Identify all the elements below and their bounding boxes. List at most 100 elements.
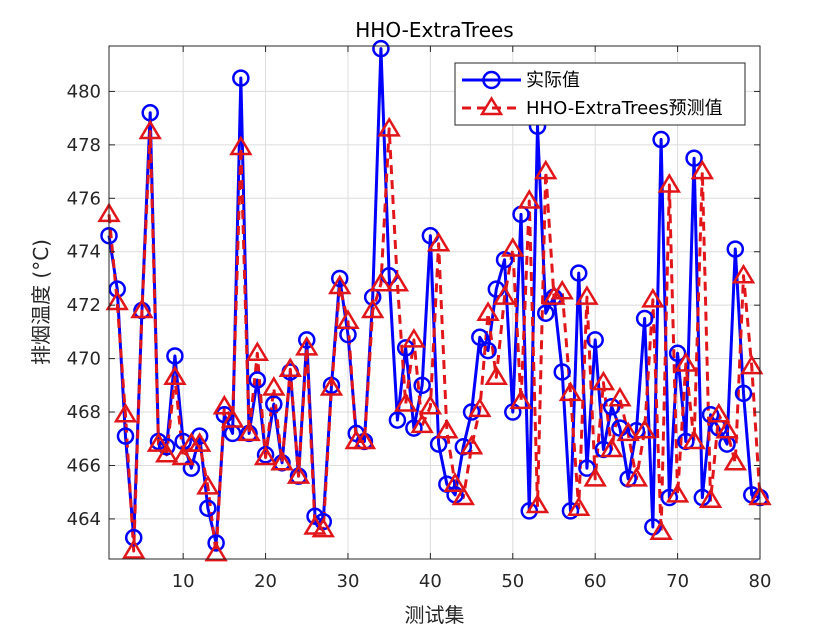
data-point-predicted	[632, 418, 657, 439]
data-point-actual	[652, 130, 670, 149]
data-point-predicted	[542, 285, 566, 305]
data-point-predicted	[418, 394, 443, 415]
data-point-predicted	[517, 189, 541, 209]
data-point-actual	[207, 534, 225, 552]
x-tick-label: 10	[172, 571, 195, 592]
data-point-actual	[166, 347, 184, 365]
y-tick-label: 466	[67, 455, 101, 476]
data-point-actual	[553, 363, 571, 381]
data-point-predicted	[715, 418, 739, 439]
data-point-predicted	[476, 301, 500, 321]
data-point-predicted	[690, 159, 715, 180]
data-point-predicted	[377, 116, 401, 137]
data-point-predicted	[534, 159, 558, 180]
data-point-predicted	[171, 445, 195, 466]
data-point-actual	[734, 384, 753, 403]
data-point-actual	[462, 403, 481, 421]
data-point-predicted	[154, 442, 179, 463]
data-point-predicted	[237, 421, 261, 442]
data-point-predicted	[361, 298, 385, 319]
data-point-predicted	[492, 285, 517, 305]
data-point-predicted	[599, 437, 624, 458]
data-point-predicted	[435, 418, 459, 439]
data-point-actual	[635, 309, 654, 328]
series-line-predicted	[107, 127, 762, 556]
data-point-predicted	[501, 237, 525, 257]
data-point-predicted	[369, 271, 393, 292]
data-point-predicted	[336, 309, 360, 329]
data-point-predicted	[328, 274, 352, 295]
data-point-actual	[298, 331, 316, 349]
x-tick-label: 50	[501, 571, 524, 592]
x-tick-label: 40	[419, 571, 442, 592]
data-point-actual	[536, 304, 555, 322]
data-point-predicted	[731, 263, 756, 284]
data-point-predicted	[229, 135, 253, 156]
data-point-predicted	[352, 429, 377, 450]
y-tick-label: 480	[67, 81, 101, 102]
legend-label-actual: 实际值	[526, 70, 580, 91]
chart-title: HHO-ExtraTrees	[355, 18, 513, 42]
data-point-predicted	[608, 386, 632, 407]
data-point-predicted	[525, 493, 550, 514]
data-point-predicted	[220, 408, 245, 428]
data-point-predicted	[484, 365, 508, 386]
data-point-predicted	[278, 357, 302, 378]
series-layer	[97, 39, 772, 562]
x-axis-title: 测试集	[405, 603, 465, 627]
data-point-predicted	[130, 298, 154, 319]
data-point-actual	[561, 502, 580, 520]
data-point-actual	[265, 395, 283, 413]
data-point-predicted	[253, 445, 278, 466]
y-tick-label: 464	[67, 509, 101, 530]
data-point-actual	[685, 149, 703, 167]
data-point-predicted	[385, 271, 410, 292]
x-tick-label: 20	[254, 571, 277, 592]
x-tick-label: 80	[749, 571, 772, 592]
data-point-predicted	[575, 285, 599, 305]
data-point-actual	[586, 331, 604, 349]
data-point-predicted	[286, 464, 311, 484]
legend-marker-circle	[482, 70, 501, 90]
data-point-predicted	[583, 466, 607, 487]
plot-frame	[108, 45, 761, 560]
x-tick-label: 30	[337, 571, 360, 592]
data-point-predicted	[443, 472, 467, 492]
data-point-predicted	[451, 485, 476, 506]
data-point-predicted	[550, 279, 574, 300]
x-tick-label: 60	[584, 571, 607, 592]
data-point-predicted	[393, 392, 418, 412]
legend-label-predicted: HHO-ExtraTrees预测值	[526, 98, 723, 119]
data-point-predicted	[196, 474, 220, 495]
legend: 实际值 HHO-ExtraTrees预测值	[454, 62, 746, 126]
legend-marker-triangle	[479, 96, 504, 116]
data-point-predicted	[723, 450, 747, 471]
data-point-predicted	[624, 466, 649, 487]
data-point-predicted	[468, 397, 492, 418]
data-point-predicted	[270, 450, 294, 471]
data-point-actual	[116, 427, 135, 445]
data-point-predicted	[641, 287, 665, 308]
data-point-predicted	[187, 432, 212, 452]
data-point-predicted	[262, 376, 286, 396]
data-point-predicted	[509, 389, 533, 410]
data-point-predicted	[591, 370, 616, 391]
data-point-actual	[602, 397, 621, 416]
y-tick-label: 474	[67, 242, 101, 263]
y-tick-label: 476	[67, 188, 101, 209]
y-tick-label: 472	[67, 295, 101, 316]
data-point-predicted	[105, 290, 129, 311]
data-point-actual	[660, 488, 679, 507]
data-point-actual	[372, 39, 390, 58]
data-point-actual	[405, 419, 423, 437]
data-point-predicted	[402, 327, 426, 348]
data-point-actual	[199, 499, 217, 517]
data-point-actual	[157, 438, 176, 456]
data-point-predicted	[113, 402, 138, 423]
data-point-actual	[569, 264, 588, 282]
data-point-predicted	[138, 119, 162, 140]
data-point-predicted	[567, 496, 591, 516]
data-point-predicted	[740, 354, 764, 375]
data-point-actual	[471, 328, 489, 346]
